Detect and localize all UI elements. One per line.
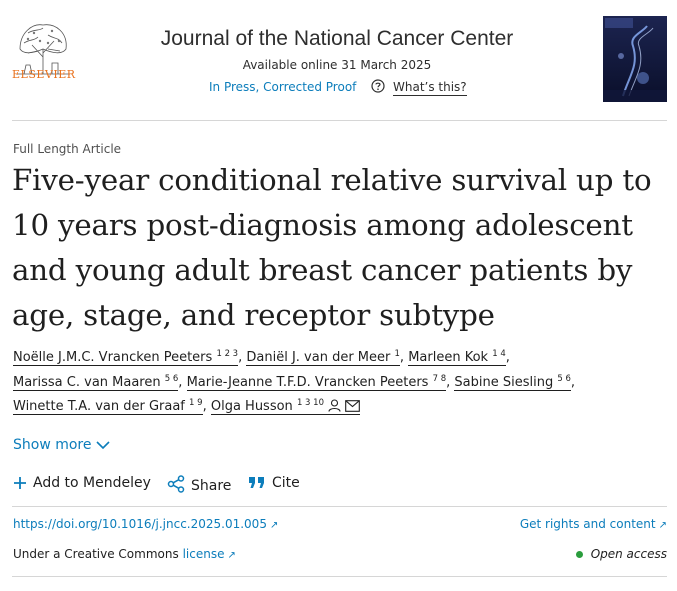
chevron-down-icon — [95, 441, 110, 450]
author-link[interactable]: Marleen Kok 1 4 — [408, 349, 506, 366]
publication-status: In Press, Corrected Proof — [209, 80, 357, 94]
external-link-icon: ↗ — [658, 520, 667, 531]
doi-link[interactable]: https://doi.org/10.1016/j.jncc.2025.01.0… — [13, 517, 279, 531]
author-link[interactable]: Marissa C. van Maaren 5 6 — [13, 373, 179, 391]
author-link[interactable]: Daniël J. van der Meer 1 — [246, 349, 400, 366]
external-link-icon: ↗ — [269, 520, 279, 531]
license-link[interactable]: license ↗ — [182, 547, 236, 561]
actions-divider — [12, 506, 667, 507]
open-access-badge: Open access — [575, 547, 667, 561]
cite-button[interactable]: Cite — [248, 475, 300, 491]
availability-date: Available online 31 March 2025 — [242, 58, 432, 72]
external-link-icon: ↗ — [227, 550, 236, 561]
author-link[interactable]: Winette T.A. van der Graaf 1 9 — [13, 398, 203, 415]
open-access-dot-icon — [575, 551, 583, 558]
rights-link[interactable]: Get rights and content ↗ — [519, 517, 667, 531]
plus-icon — [14, 477, 26, 489]
author-link[interactable]: Noëlle J.M.C. Vrancken Peeters 1 2 3 — [13, 349, 239, 366]
author-list: Noëlle J.M.C. Vrancken Peeters 1 2 3, Da… — [13, 349, 576, 415]
show-more-button[interactable]: Show more — [13, 437, 110, 453]
header-divider — [12, 120, 667, 121]
footer-divider — [12, 576, 667, 577]
author-link[interactable]: Sabine Siesling 5 6 — [454, 373, 571, 391]
elsevier-tree-logo — [16, 24, 70, 75]
help-icon[interactable] — [371, 79, 385, 93]
journal-cover-image[interactable] — [603, 16, 667, 102]
article-type-label: Full Length Article — [13, 142, 122, 156]
add-to-mendeley-button[interactable]: Add to Mendeley — [13, 475, 151, 491]
license-statement: Under a Creative Commons license ↗ — [13, 547, 236, 561]
person-icon — [328, 399, 341, 412]
journal-title[interactable]: Journal of the National Cancer Center — [160, 27, 514, 50]
author-link-corresponding[interactable]: Olga Husson 1 3 10 — [210, 399, 361, 415]
share-icon — [167, 475, 185, 493]
envelope-icon — [345, 400, 361, 412]
share-button[interactable]: Share — [167, 475, 231, 494]
article-title: Five-year conditional relative survival … — [12, 163, 652, 332]
author-link[interactable]: Marie-Jeanne T.F.D. Vrancken Peeters 7 8 — [186, 373, 447, 391]
publisher-name: ELSEVIER — [12, 68, 76, 81]
quote-icon — [249, 477, 264, 488]
whats-this-link[interactable]: What’s this? — [393, 80, 467, 96]
